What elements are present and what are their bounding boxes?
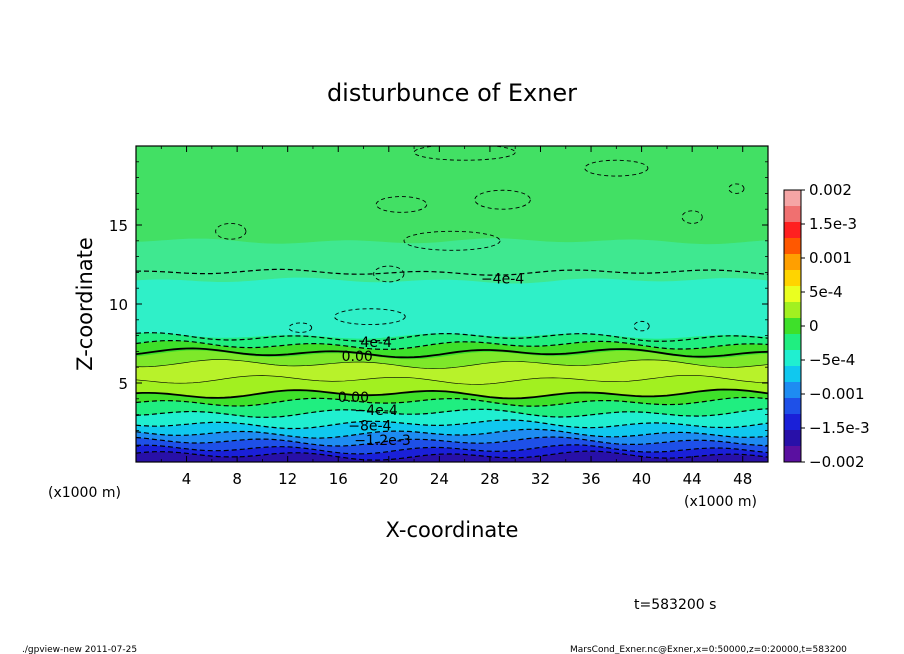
time-label: t=583200 s <box>634 597 716 613</box>
closed-contour <box>288 322 313 333</box>
colorbar-label: 5e-4 <box>809 283 843 301</box>
contour-line <box>136 444 768 455</box>
colorbar-swatch <box>784 350 801 367</box>
x-tick-label: 12 <box>278 470 297 488</box>
colorbar-swatch <box>784 222 801 239</box>
colorbar-swatch <box>784 270 801 287</box>
contour-label: −4e-4 <box>355 403 398 419</box>
x-tick-label: 28 <box>480 470 499 488</box>
colorbar-swatch <box>784 254 801 271</box>
contour-label: 0.00 <box>338 390 369 406</box>
contour-line <box>136 419 768 430</box>
contour-lines <box>136 268 768 461</box>
contour-label: 0.00 <box>342 349 373 365</box>
chart-title: disturbunce of Exner <box>327 79 577 107</box>
x-tick-label: 4 <box>182 470 192 488</box>
colorbar-label: 0.002 <box>809 181 852 199</box>
colorbar-swatch <box>784 366 801 383</box>
x-tick-label: 20 <box>379 470 398 488</box>
y-tick-label: 15 <box>109 217 128 235</box>
closed-contour <box>633 320 650 332</box>
colorbar-swatch <box>784 190 801 207</box>
colorbar-swatch <box>784 382 801 399</box>
x-axis-ticks: 4 8 12 16 20 24 28 32 36 40 44 48 <box>160 146 752 488</box>
colorbar-swatch <box>784 302 801 319</box>
contour-line <box>136 268 768 276</box>
x-tick-label: 36 <box>581 470 600 488</box>
x-tick-label: 32 <box>531 470 550 488</box>
contour-line <box>136 347 768 359</box>
closed-contour <box>474 189 531 210</box>
colorbar-label: −0.002 <box>809 453 865 471</box>
y-tick-label: 5 <box>118 375 128 393</box>
closed-contour <box>403 230 501 251</box>
contour-label: −1.2e-3 <box>354 433 411 449</box>
closed-contours <box>215 146 745 333</box>
y-axis-ticks: 5 10 15 <box>109 161 768 447</box>
closed-contour <box>681 210 703 224</box>
y-tick-label: 10 <box>109 296 128 314</box>
closed-contour <box>375 196 428 213</box>
contour-label: −8e-4 <box>348 419 391 435</box>
colorbar-swatch <box>784 238 801 255</box>
x-tick-label: 44 <box>683 470 702 488</box>
colorbar-swatch <box>784 414 801 431</box>
contour-band <box>136 146 768 245</box>
contour-band <box>136 237 768 284</box>
contour-line <box>136 388 768 400</box>
contour-line <box>136 359 768 369</box>
x-unit-label-left: (x1000 m) <box>48 485 121 501</box>
footer-left: ./gpview-new 2011-07-25 <box>22 645 137 654</box>
contour-line <box>136 375 768 385</box>
colorbar-labels: 0.002 1.5e-3 0.001 5e-4 0 −5e-4 −0.001 −1.5e-3 −… <box>801 181 870 471</box>
colorbar-label: 0 <box>809 317 819 335</box>
closed-contour <box>373 265 405 283</box>
closed-contour <box>333 308 406 325</box>
contour-line <box>136 408 768 418</box>
contour-line <box>136 428 768 439</box>
closed-contour <box>215 222 247 240</box>
contour-label: 4e-4 <box>360 335 392 351</box>
x-tick-label: 16 <box>329 470 348 488</box>
y-axis-label: Z-coordinate <box>73 237 97 371</box>
x-axis-label: X-coordinate <box>386 518 519 542</box>
colorbar <box>784 190 801 463</box>
colorbar-swatch <box>784 334 801 351</box>
closed-contour <box>413 146 516 161</box>
colorbar-swatch <box>784 446 801 463</box>
contour-line <box>136 436 768 447</box>
footer-right: MarsCond_Exner.nc@Exner,x=0:50000,z=0:20… <box>570 645 847 654</box>
colorbar-label: −1.5e-3 <box>809 419 870 437</box>
colorbar-label: 0.001 <box>809 249 852 267</box>
x-tick-label: 24 <box>430 470 449 488</box>
contour-labels: −4e-44e-40.000.00−4e-4−8e-4−1.2e-3 <box>338 272 524 449</box>
x-tick-label: 40 <box>632 470 651 488</box>
contour-line <box>136 396 768 407</box>
colorbar-swatch <box>784 398 801 415</box>
contour-line <box>136 450 768 461</box>
colorbar-label: 1.5e-3 <box>809 215 857 233</box>
colorbar-label: −5e-4 <box>809 351 855 369</box>
contour-line <box>136 332 768 342</box>
colorbar-swatch <box>784 206 801 223</box>
x-tick-label: 48 <box>733 470 752 488</box>
colorbar-swatch <box>784 318 801 335</box>
closed-contour <box>584 159 649 177</box>
contour-band <box>136 277 768 339</box>
x-tick-label: 8 <box>232 470 242 488</box>
x-unit-label-right: (x1000 m) <box>684 494 757 510</box>
colorbar-swatch <box>784 286 801 303</box>
contour-line <box>136 340 768 350</box>
colorbar-swatch <box>784 430 801 447</box>
colorbar-label: −0.001 <box>809 385 865 403</box>
contour-label: −4e-4 <box>481 272 524 288</box>
plot-area <box>136 146 768 462</box>
closed-contour <box>728 183 745 194</box>
